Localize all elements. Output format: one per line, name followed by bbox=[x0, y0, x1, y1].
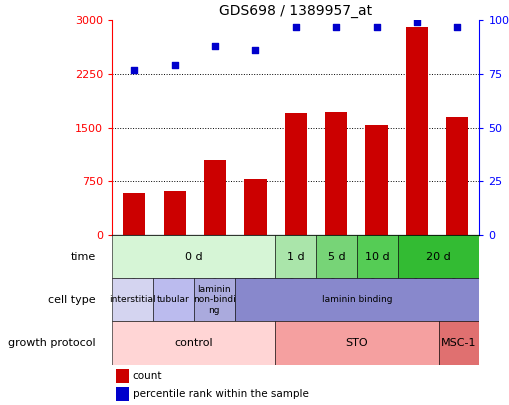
Text: percentile rank within the sample: percentile rank within the sample bbox=[132, 389, 308, 399]
Text: MSC-1: MSC-1 bbox=[440, 338, 476, 348]
Point bbox=[452, 23, 460, 30]
Point bbox=[211, 43, 219, 49]
Bar bbox=[405, 28, 427, 235]
Bar bbox=[112, 321, 275, 364]
Text: interstitial: interstitial bbox=[109, 295, 156, 304]
Bar bbox=[324, 112, 347, 235]
Point bbox=[291, 23, 299, 30]
Text: 1 d: 1 d bbox=[287, 252, 304, 262]
Text: cell type: cell type bbox=[48, 295, 96, 305]
Bar bbox=[284, 113, 306, 235]
Title: GDS698 / 1389957_at: GDS698 / 1389957_at bbox=[219, 4, 372, 18]
Bar bbox=[275, 321, 438, 364]
Point bbox=[331, 23, 340, 30]
Point bbox=[412, 19, 420, 26]
Bar bbox=[116, 387, 128, 401]
Text: 20 d: 20 d bbox=[426, 252, 450, 262]
Text: laminin
non-bindi
ng: laminin non-bindi ng bbox=[192, 285, 235, 315]
Text: 5 d: 5 d bbox=[327, 252, 345, 262]
Text: 10 d: 10 d bbox=[364, 252, 389, 262]
Bar bbox=[153, 278, 193, 321]
Bar bbox=[193, 278, 234, 321]
Bar bbox=[397, 235, 478, 278]
Text: tubular: tubular bbox=[157, 295, 189, 304]
Bar bbox=[244, 179, 266, 235]
Text: STO: STO bbox=[345, 338, 367, 348]
Bar bbox=[356, 235, 397, 278]
Bar bbox=[275, 235, 316, 278]
Text: growth protocol: growth protocol bbox=[8, 338, 96, 348]
Bar bbox=[204, 160, 226, 235]
Point bbox=[251, 47, 259, 53]
Text: 0 d: 0 d bbox=[185, 252, 202, 262]
Bar bbox=[112, 278, 153, 321]
Bar bbox=[316, 235, 356, 278]
Point bbox=[171, 62, 179, 68]
Text: control: control bbox=[174, 338, 213, 348]
Point bbox=[130, 66, 138, 73]
Bar bbox=[112, 235, 275, 278]
Point bbox=[372, 23, 380, 30]
Bar bbox=[234, 278, 478, 321]
Bar bbox=[445, 117, 467, 235]
Bar bbox=[123, 194, 145, 235]
Text: time: time bbox=[70, 252, 96, 262]
Text: count: count bbox=[132, 371, 162, 381]
Bar bbox=[163, 190, 185, 235]
Text: laminin binding: laminin binding bbox=[321, 295, 391, 304]
Bar bbox=[116, 369, 128, 383]
Bar bbox=[438, 321, 478, 364]
Bar bbox=[364, 126, 387, 235]
